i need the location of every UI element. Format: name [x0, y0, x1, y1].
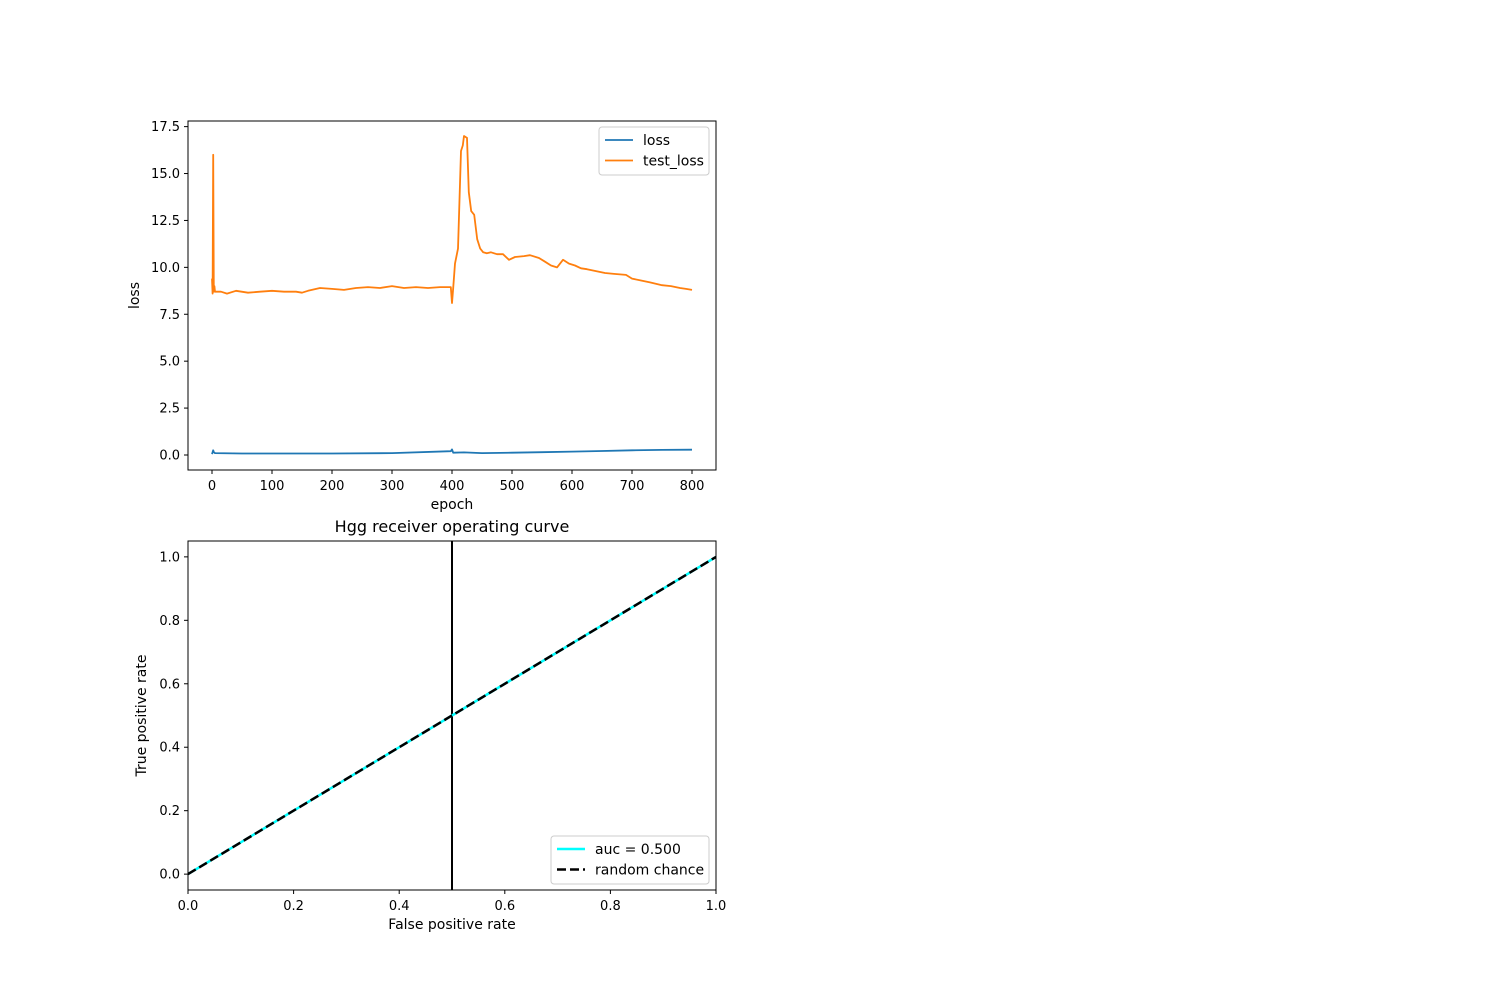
- loss-chart-y-tick-label: 12.5: [151, 214, 180, 229]
- roc-chart: 0.0 0.2 0.4 0.6 0.8 1.0 0.0 0.2 0.4 0.6 0.8 1.0 Fals…: [134, 517, 726, 933]
- roc-chart-y-axis-label: True positive rate: [134, 655, 150, 778]
- loss-chart-y-tick-label: 0.0: [159, 448, 180, 463]
- loss-chart-y-tick-label: 15.0: [151, 167, 180, 182]
- roc-chart-y-tick-label: 1.0: [159, 550, 180, 565]
- loss-chart-legend-label: loss: [643, 133, 670, 149]
- loss-chart-series-line-0: [211, 448, 693, 455]
- loss-chart-legend-box: [598, 126, 710, 176]
- loss-chart-x-tick-label: 0: [208, 479, 216, 494]
- roc-chart-x-tick-label: 0.2: [283, 899, 304, 914]
- roc-chart-series-line-1: [188, 555, 716, 876]
- roc-chart-x-tick-label: 1.0: [706, 899, 727, 914]
- roc-chart-legend: auc = 0.500 random chance: [550, 835, 710, 885]
- roc-chart-y-tick-label: 0.4: [159, 741, 180, 756]
- loss-chart-legend-label: test_loss: [643, 154, 704, 170]
- roc-chart-x-tick-label: 0.0: [178, 899, 199, 914]
- roc-chart-axes-frame: [187, 540, 717, 891]
- loss-chart-y-axis-label: loss: [127, 282, 143, 309]
- loss-chart-x-tick-label: 300: [380, 479, 405, 494]
- loss-chart-x-axis-label: epoch: [431, 497, 474, 513]
- loss-chart-x-tick-label: 600: [560, 479, 585, 494]
- loss-chart-x-tick-label: 500: [500, 479, 525, 494]
- loss-chart-x-tick-label: 400: [440, 479, 465, 494]
- loss-chart-y-tick-label: 5.0: [159, 355, 180, 370]
- roc-chart-legend-label: auc = 0.500: [595, 842, 681, 858]
- loss-chart-y-tick-label: 7.5: [159, 308, 180, 323]
- roc-chart-legend-box: [550, 835, 710, 885]
- roc-chart-plot-area: [188, 541, 716, 890]
- roc-chart-title: Hgg receiver operating curve: [335, 517, 570, 536]
- loss-chart: 0 100 200 300 400 500 600 700 800 0.0 2.5 5.0 7.5 10.…: [127, 120, 717, 513]
- roc-chart-x-tick-label: 0.6: [494, 899, 515, 914]
- roc-chart-x-tick-label: 0.8: [600, 899, 621, 914]
- loss-chart-plot-area: [211, 135, 693, 455]
- roc-chart-y-tick-label: 0.6: [159, 677, 180, 692]
- loss-chart-legend: loss test_loss: [598, 126, 710, 176]
- loss-chart-y-tick-label: 17.5: [151, 120, 180, 135]
- roc-chart-y-tick-label: 0.2: [159, 804, 180, 819]
- roc-chart-y-tick-label: 0.0: [159, 868, 180, 883]
- loss-chart-x-tick-label: 100: [260, 479, 285, 494]
- roc-chart-legend-label: random chance: [595, 863, 704, 879]
- roc-chart-x-tick-label: 0.4: [389, 899, 410, 914]
- loss-chart-y-tick-label: 2.5: [159, 402, 180, 417]
- loss-chart-series-line-1: [211, 135, 693, 304]
- roc-chart-y-tick-label: 0.8: [159, 614, 180, 629]
- loss-chart-x-tick-label: 700: [620, 479, 645, 494]
- roc-chart-x-axis-label: False positive rate: [388, 917, 515, 933]
- loss-chart-x-tick-label: 200: [320, 479, 345, 494]
- loss-chart-y-tick-label: 10.0: [151, 261, 180, 276]
- loss-chart-x-tick-label: 800: [680, 479, 705, 494]
